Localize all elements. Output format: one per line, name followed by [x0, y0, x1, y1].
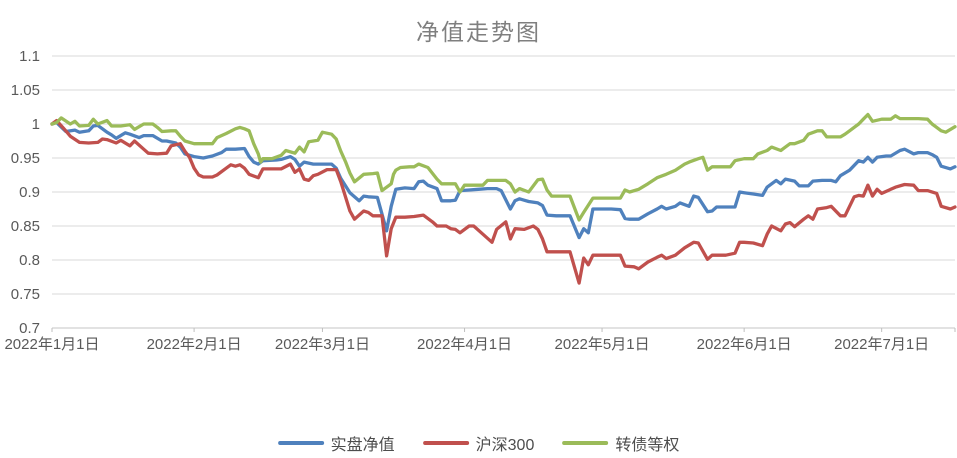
legend-item-1: 沪深300	[422, 431, 535, 455]
legend-label: 转债等权	[615, 437, 680, 454]
series-line-0	[50, 120, 957, 240]
series-line-1	[50, 118, 957, 285]
legend-line-swatch	[277, 441, 324, 445]
y-axis-tick-label: 1.1	[19, 48, 40, 65]
y-axis-tick-label: 0.7	[19, 320, 40, 337]
x-axis-tick-label: 2022年5月1日	[555, 336, 650, 353]
y-axis-tick-label: 0.9	[19, 184, 40, 201]
y-axis-tick-label: 1	[32, 116, 40, 133]
x-axis-tick-label: 2022年2月1日	[147, 336, 242, 353]
x-axis-tick-label: 2022年3月1日	[275, 336, 370, 353]
x-axis-tick-label: 2022年6月1日	[697, 336, 792, 353]
x-axis-tick-label: 2022年1月1日	[4, 336, 99, 353]
legend-item-0: 实盘净值	[277, 431, 395, 455]
y-axis-tick-label: 1.05	[11, 82, 40, 99]
legend-line-swatch	[562, 441, 609, 445]
legend-line-swatch	[422, 441, 469, 445]
y-axis-tick-label: 0.95	[11, 150, 40, 167]
x-axis-tick-label: 2022年4月1日	[417, 336, 512, 353]
x-axis-tick-label: 2022年7月1日	[834, 336, 929, 353]
legend-label: 沪深300	[475, 437, 535, 454]
chart-legend: 实盘净值 沪深300 转债等权	[277, 431, 679, 455]
chart-title: 净值走势图	[416, 20, 541, 46]
y-axis-tick-label: 0.8	[19, 252, 40, 269]
legend-item-2: 转债等权	[562, 431, 679, 455]
legend-label: 实盘净值	[330, 437, 395, 454]
y-axis-tick-label: 0.85	[11, 218, 40, 235]
series-line-2	[50, 112, 957, 222]
y-axis-tick-label: 0.75	[11, 286, 40, 303]
